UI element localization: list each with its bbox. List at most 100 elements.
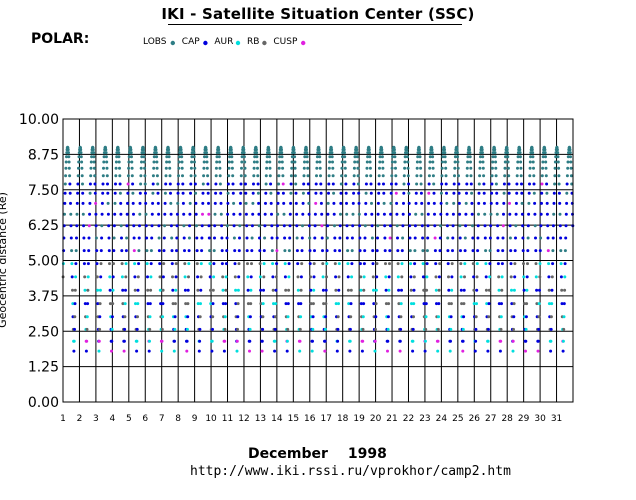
orbit-point — [419, 182, 423, 186]
orbit-point — [509, 249, 513, 253]
orbit-point — [114, 174, 118, 178]
orbit-point — [386, 339, 390, 343]
orbit-point — [346, 249, 350, 253]
orbit-point — [285, 349, 289, 353]
orbit-point — [79, 155, 83, 159]
orbit-point — [410, 302, 413, 306]
orbit-point — [483, 224, 487, 228]
orbit-point — [74, 275, 78, 279]
orbit-point — [173, 327, 177, 331]
orbit-point — [150, 236, 154, 240]
orbit-point — [319, 182, 323, 186]
orbit-point — [402, 191, 406, 195]
orbit-point — [311, 327, 315, 331]
orbit-point — [155, 155, 159, 159]
orbit-point — [202, 166, 206, 170]
orbit-point — [136, 315, 139, 319]
orbit-point — [175, 236, 179, 240]
orbit-point — [252, 174, 256, 178]
orbit-point — [158, 288, 162, 292]
orbit-point — [142, 148, 145, 152]
orbit-point — [201, 201, 205, 205]
orbit-point — [501, 236, 505, 240]
orbit-point — [75, 236, 78, 240]
orbit-point — [561, 339, 565, 343]
orbit-point — [282, 212, 286, 216]
orbit-point — [373, 339, 377, 343]
orbit-point — [154, 151, 158, 155]
orbit-point — [280, 155, 284, 159]
orbit-point — [559, 236, 563, 240]
orbit-point — [556, 151, 560, 155]
orbit-point — [175, 224, 179, 228]
orbit-point — [225, 249, 229, 253]
orbit-point — [80, 160, 84, 164]
orbit-point — [426, 212, 430, 216]
data-points — [61, 145, 575, 353]
orbit-point — [312, 275, 316, 279]
orbit-point — [440, 166, 444, 170]
orbit-point — [315, 155, 319, 159]
orbit-point — [459, 249, 462, 253]
orbit-point — [346, 275, 350, 279]
month-label: December — [248, 446, 328, 462]
orbit-point — [387, 302, 391, 306]
orbit-point — [348, 339, 352, 343]
orbit-point — [320, 224, 324, 228]
orbit-point — [130, 174, 134, 178]
orbit-point — [487, 288, 491, 292]
orbit-point — [264, 182, 268, 186]
orbit-point — [226, 182, 230, 186]
orbit-point — [402, 201, 405, 205]
orbit-point — [250, 224, 254, 228]
orbit-point — [270, 249, 274, 253]
orbit-point — [382, 191, 386, 195]
orbit-point — [139, 182, 143, 186]
orbit-point — [145, 249, 149, 253]
orbit-point — [493, 155, 497, 159]
legend-marker — [301, 40, 306, 46]
orbit-point — [306, 182, 310, 186]
orbit-point — [211, 327, 214, 331]
orbit-point — [569, 160, 573, 164]
orbit-point — [274, 275, 278, 279]
orbit-point — [114, 160, 118, 164]
orbit-point — [186, 315, 190, 319]
orbit-point — [253, 155, 257, 159]
orbit-point — [188, 201, 192, 205]
orbit-point — [343, 160, 347, 164]
orbit-point — [374, 315, 378, 319]
orbit-point — [382, 201, 386, 205]
orbit-point — [395, 224, 399, 228]
x-tick-label: 12 — [238, 414, 249, 424]
orbit-point — [133, 275, 137, 279]
orbit-point — [248, 349, 251, 353]
year-label: 1998 — [347, 446, 387, 462]
orbit-point — [468, 151, 472, 155]
orbit-point — [88, 212, 92, 216]
orbit-point — [220, 249, 224, 253]
orbit-point — [364, 201, 368, 205]
orbit-point — [440, 182, 444, 186]
orbit-point — [96, 288, 100, 292]
orbit-point — [497, 275, 501, 279]
orbit-point — [415, 182, 419, 186]
orbit-point — [119, 201, 123, 205]
orbit-point — [232, 224, 236, 228]
orbit-point — [277, 166, 281, 170]
orbit-point — [539, 236, 543, 240]
orbit-point — [287, 275, 291, 279]
orbit-point — [269, 201, 273, 205]
orbit-point — [146, 302, 150, 306]
orbit-point — [328, 155, 332, 159]
orbit-point — [474, 315, 478, 319]
orbit-point — [546, 249, 550, 253]
orbit-point — [180, 160, 184, 164]
orbit-point — [155, 166, 159, 170]
orbit-point — [137, 236, 141, 240]
orbit-point — [183, 275, 187, 279]
orbit-point — [372, 288, 375, 292]
orbit-point — [273, 339, 277, 343]
orbit-point — [559, 262, 563, 266]
orbit-point — [451, 236, 455, 240]
